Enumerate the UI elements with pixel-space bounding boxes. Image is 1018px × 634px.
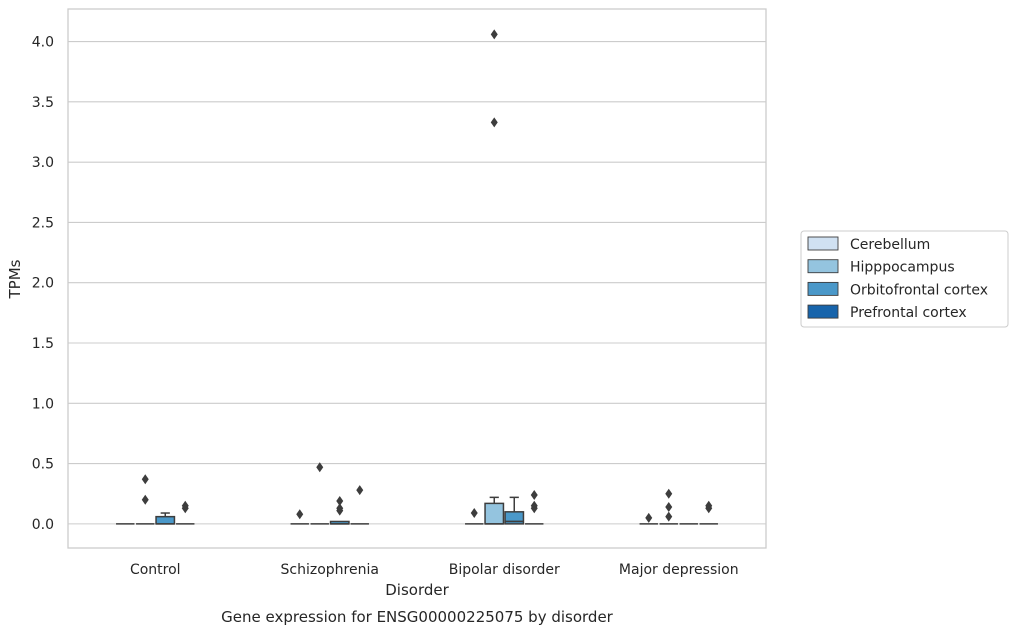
outlier-point — [490, 117, 498, 128]
x-axis-label: Disorder — [385, 581, 449, 599]
y-tick-label: 1.5 — [32, 336, 54, 352]
box-prefrontal-cortex — [176, 500, 195, 525]
legend-swatch — [807, 259, 839, 274]
outlier-point — [645, 512, 653, 523]
chart-caption: Gene expression for ENSG00000225075 by d… — [221, 608, 614, 626]
y-tick-label: 1.0 — [32, 396, 54, 412]
plot-frame — [67, 8, 767, 549]
outlier-point — [665, 502, 673, 513]
outlier-point — [316, 462, 324, 473]
outlier-point — [530, 489, 538, 500]
legend-label: Prefrontal cortex — [850, 305, 967, 321]
box-orbitofrontal-cortex — [504, 496, 525, 525]
x-tick-label: Major depression — [619, 562, 739, 578]
box-body — [484, 502, 505, 525]
x-tick-label: Schizophrenia — [281, 562, 379, 578]
box-orbitofrontal-cortex — [155, 512, 176, 525]
outlier-point — [530, 503, 538, 514]
outlier-point — [705, 503, 713, 514]
y-tick-label: 0.5 — [32, 457, 54, 473]
gridlines — [68, 41, 766, 525]
box-prefrontal-cortex — [525, 489, 544, 525]
legend-swatch — [807, 304, 839, 319]
legend-label: Cerebellum — [850, 237, 930, 253]
box-cerebellum — [465, 508, 484, 525]
box-groups — [116, 29, 718, 525]
outlier-point — [181, 503, 189, 514]
box-cerebellum — [639, 512, 658, 525]
legend-swatch — [807, 281, 839, 296]
legend-frame — [800, 230, 1009, 328]
box-orbitofrontal-cortex — [329, 495, 350, 525]
outlier-point — [665, 511, 673, 522]
outlier-point — [141, 494, 149, 505]
box-hipppocampus — [484, 29, 505, 525]
y-axis-label: TPMs — [6, 259, 24, 299]
outlier-point — [356, 485, 364, 496]
y-tick-label: 3.5 — [32, 95, 54, 111]
y-tick-label: 4.0 — [32, 35, 54, 51]
legend-swatch — [807, 236, 839, 251]
box-cerebellum — [290, 509, 309, 525]
y-tick-label: 3.0 — [32, 155, 54, 171]
outlier-point — [296, 509, 304, 520]
box-hipppocampus — [136, 474, 155, 525]
y-tick-label: 0.0 — [32, 517, 54, 533]
y-tick-labels: 0.0 0.5 1.0 1.5 2.0 2.5 3.0 3.5 4.0 — [32, 35, 54, 533]
outlier-point — [490, 29, 498, 40]
box-hipppocampus — [659, 488, 678, 525]
legend: Cerebellum Hipppocampus Orbitofrontal cort… — [800, 230, 1009, 328]
legend-label: Hipppocampus — [850, 260, 955, 276]
box-prefrontal-cortex — [350, 485, 369, 525]
outlier-point — [141, 474, 149, 485]
box-prefrontal-cortex — [699, 500, 718, 525]
outlier-point — [336, 495, 344, 506]
box-hipppocampus — [310, 462, 329, 525]
box-body — [155, 515, 176, 525]
y-tick-label: 2.5 — [32, 215, 54, 231]
outlier-point — [665, 488, 673, 499]
x-tick-labels: Control Schizophrenia Bipolar disorder Majo… — [130, 562, 739, 578]
x-tick-label: Bipolar disorder — [449, 562, 560, 578]
outlier-point — [336, 505, 344, 516]
outlier-point — [470, 508, 478, 519]
y-tick-label: 2.0 — [32, 276, 54, 292]
x-tick-label: Control — [130, 562, 181, 578]
legend-label: Orbitofrontal cortex — [850, 282, 988, 298]
